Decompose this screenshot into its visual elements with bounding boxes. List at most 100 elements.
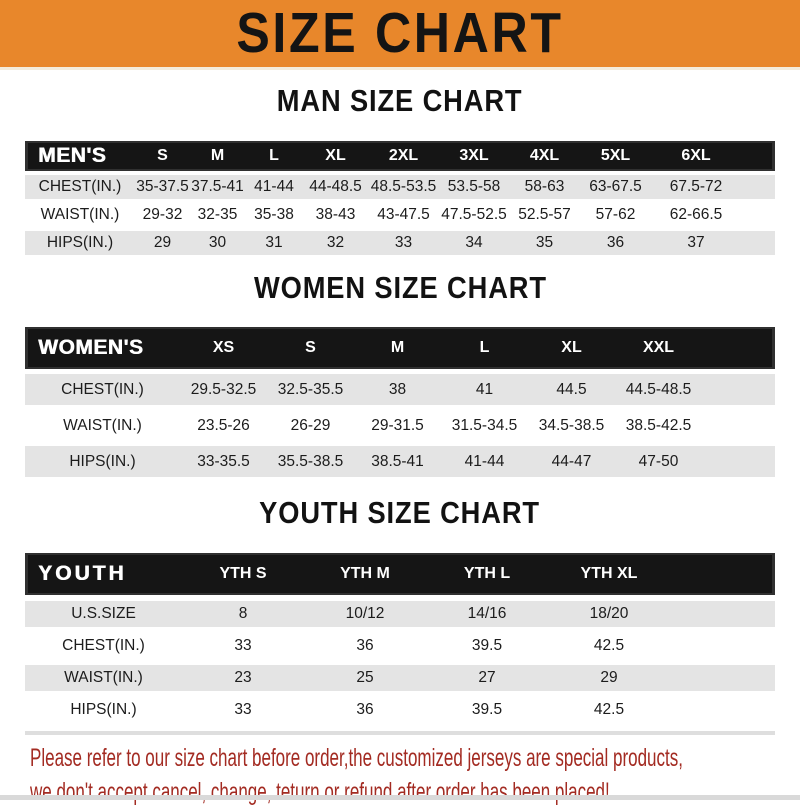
row-label-cell: CHEST(IN.) [25, 374, 180, 405]
men-table-corner-label: MEN'S [25, 141, 135, 171]
col-header-cell: L [245, 141, 303, 171]
size-value-cell: 42.5 [548, 633, 670, 659]
col-header-cell: 2XL [368, 141, 439, 171]
size-value-cell: 34 [439, 231, 509, 255]
col-header-cell: YTH L [426, 553, 548, 595]
size-value-cell: 37 [651, 231, 741, 255]
size-value-cell: 67.5-72 [651, 175, 741, 199]
size-value-cell: 44.5 [528, 374, 615, 405]
size-value-cell: 36 [304, 633, 426, 659]
youth-chest-row: CHEST(IN.) 33 36 39.5 42.5 [25, 633, 775, 659]
size-value-cell: 26-29 [267, 410, 354, 441]
youth-hips-row: HIPS(IN.) 33 36 39.5 42.5 [25, 697, 775, 723]
size-value-cell: 32-35 [190, 203, 245, 227]
size-value-cell: 38 [354, 374, 441, 405]
size-chart-banner: SIZE CHART [0, 0, 800, 70]
women-chest-row: CHEST(IN.) 29.5-32.5 32.5-35.5 38 41 44.… [25, 374, 775, 405]
row-label-cell: CHEST(IN.) [25, 633, 182, 659]
men-section-title: MAN SIZE CHART [0, 84, 800, 121]
size-value-cell: 62-66.5 [651, 203, 741, 227]
footer-line-2: we don't accept cancel, change, teturn o… [30, 777, 800, 811]
size-value-cell: 63-67.5 [580, 175, 651, 199]
size-value-cell: 29 [135, 231, 190, 255]
size-value-cell: 36 [304, 697, 426, 723]
size-value-cell: 33-35.5 [180, 446, 267, 477]
size-value-cell: 44-47 [528, 446, 615, 477]
size-value-cell: 29 [548, 665, 670, 691]
size-value-cell: 23.5-26 [180, 410, 267, 441]
size-value-cell: 31 [245, 231, 303, 255]
col-header-cell: XL [528, 327, 615, 369]
spacer-cell [670, 665, 775, 691]
size-value-cell: 38.5-42.5 [615, 410, 702, 441]
youth-table-header-row: YOUTH YTH S YTH M YTH L YTH XL [25, 553, 775, 595]
col-header-cell: S [135, 141, 190, 171]
col-header-cell: YTH S [182, 553, 304, 595]
size-value-cell: 8 [182, 601, 304, 627]
size-value-cell: 41-44 [441, 446, 528, 477]
spacer-cell [741, 175, 775, 199]
spacer-cell [702, 374, 775, 405]
row-label-cell: WAIST(IN.) [25, 665, 182, 691]
spacer-cell [702, 410, 775, 441]
size-value-cell: 38.5-41 [354, 446, 441, 477]
header-spacer-cell [741, 141, 775, 171]
col-header-cell: S [267, 327, 354, 369]
size-value-cell: 32 [303, 231, 368, 255]
women-hips-row: HIPS(IN.) 33-35.5 35.5-38.5 38.5-41 41-4… [25, 446, 775, 477]
size-value-cell: 57-62 [580, 203, 651, 227]
row-label-cell: WAIST(IN.) [25, 410, 180, 441]
youth-table-corner-label: YOUTH [25, 553, 182, 595]
men-waist-row: WAIST(IN.) 29-32 32-35 35-38 38-43 43-47… [25, 203, 775, 227]
youth-section-title: YOUTH SIZE CHART [0, 496, 800, 533]
size-value-cell: 30 [190, 231, 245, 255]
men-size-table: MEN'S S M L XL 2XL 3XL 4XL 5XL 6XL CHEST… [25, 137, 775, 259]
women-section-title: WOMEN SIZE CHART [0, 271, 800, 308]
col-header-cell: 6XL [651, 141, 741, 171]
spacer-cell [741, 231, 775, 255]
row-label-cell: HIPS(IN.) [25, 446, 180, 477]
bottom-edge-strip [0, 795, 800, 800]
size-value-cell: 58-63 [509, 175, 580, 199]
size-value-cell: 32.5-35.5 [267, 374, 354, 405]
size-value-cell: 27 [426, 665, 548, 691]
size-value-cell: 42.5 [548, 697, 670, 723]
row-label-cell: CHEST(IN.) [25, 175, 135, 199]
row-label-cell: WAIST(IN.) [25, 203, 135, 227]
women-waist-row: WAIST(IN.) 23.5-26 26-29 29-31.5 31.5-34… [25, 410, 775, 441]
col-header-cell: XXL [615, 327, 702, 369]
size-value-cell: 33 [182, 697, 304, 723]
size-value-cell: 33 [368, 231, 439, 255]
spacer-cell [741, 203, 775, 227]
size-value-cell: 39.5 [426, 633, 548, 659]
men-section-title-text: MAN SIZE CHART [277, 83, 523, 118]
footer-note: Please refer to our size chart before or… [30, 743, 800, 811]
row-label-cell: U.S.SIZE [25, 601, 182, 627]
men-table-header-row: MEN'S S M L XL 2XL 3XL 4XL 5XL 6XL [25, 141, 775, 171]
size-value-cell: 14/16 [426, 601, 548, 627]
footer-line-2-text: we don't accept cancel, change, teturn o… [30, 778, 610, 806]
size-value-cell: 41-44 [245, 175, 303, 199]
header-spacer-cell [702, 327, 775, 369]
youth-section-title-text: YOUTH SIZE CHART [259, 495, 541, 530]
size-value-cell: 44-48.5 [303, 175, 368, 199]
women-table-header-row: WOMEN'S XS S M L XL XXL [25, 327, 775, 369]
women-size-table: WOMEN'S XS S M L XL XXL CHEST(IN.) 29.5-… [25, 322, 775, 482]
size-value-cell: 37.5-41 [190, 175, 245, 199]
size-value-cell: 18/20 [548, 601, 670, 627]
size-value-cell: 48.5-53.5 [368, 175, 439, 199]
col-header-cell: 5XL [580, 141, 651, 171]
size-value-cell: 31.5-34.5 [441, 410, 528, 441]
men-chest-row: CHEST(IN.) 35-37.5 37.5-41 41-44 44-48.5… [25, 175, 775, 199]
women-table-corner-label: WOMEN'S [25, 327, 180, 369]
size-value-cell: 34.5-38.5 [528, 410, 615, 441]
spacer-cell [670, 601, 775, 627]
col-header-cell: M [190, 141, 245, 171]
spacer-cell [670, 697, 775, 723]
size-value-cell: 23 [182, 665, 304, 691]
size-value-cell: 33 [182, 633, 304, 659]
size-value-cell: 52.5-57 [509, 203, 580, 227]
col-header-cell: L [441, 327, 528, 369]
spacer-cell [670, 633, 775, 659]
size-value-cell: 35-38 [245, 203, 303, 227]
